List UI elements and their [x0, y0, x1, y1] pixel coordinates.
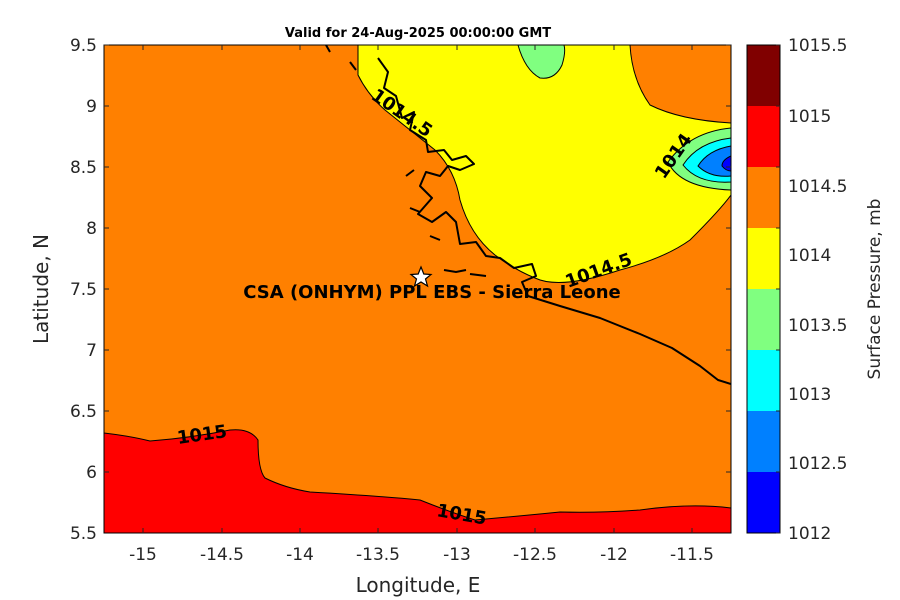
- y-tick-label: 5.5: [70, 524, 97, 544]
- pressure-field-yellow: [357, 45, 731, 283]
- colorbar-swatch: [747, 289, 780, 350]
- x-tick-label: -11.5: [670, 545, 714, 565]
- pressure-field-lightblue-east: [697, 145, 731, 177]
- map-plot-area: 1014.5 1014 1014.5 1015 1015 CSA (ONHYM)…: [104, 45, 731, 533]
- pressure-field-green-top: [517, 45, 566, 79]
- colorbar-title: Surface Pressure, mb: [865, 199, 885, 380]
- site-label: CSA (ONHYM) PPL EBS - Sierra Leone: [243, 282, 620, 303]
- x-axis: [142, 45, 693, 533]
- y-axis-title: Latitude, N: [29, 234, 53, 344]
- colorbar-swatch: [747, 350, 780, 411]
- colorbar-tick-label: 1014.5: [788, 177, 847, 197]
- colorbar-swatch: [747, 472, 780, 533]
- y-tick-label: 7.5: [70, 280, 97, 300]
- pressure-field-red: [104, 429, 731, 533]
- y-tick-labels: 9.5 9 8.5 8 7.5 7 6.5 6 5.5: [70, 36, 97, 544]
- coastline-islands: [405, 169, 487, 277]
- x-tick-label: -14.5: [200, 545, 244, 565]
- colorbar-swatch: [747, 167, 780, 228]
- x-tick-label: -15: [129, 545, 157, 565]
- colorbar-swatch: [747, 106, 780, 167]
- y-tick-label: 9.5: [70, 36, 97, 56]
- colorbar-swatch: [747, 228, 780, 289]
- x-tick-label: -14: [286, 545, 314, 565]
- coastline-northwest: [325, 45, 357, 71]
- colorbar-tick-label: 1013: [788, 385, 831, 405]
- colorbar-tick-label: 1012: [788, 524, 831, 544]
- star-icon: [409, 265, 433, 288]
- colorbar-tick-label: 1015.5: [788, 36, 847, 56]
- y-tick-label: 6: [86, 463, 97, 483]
- colorbar-tick-label: 1013.5: [788, 316, 847, 336]
- x-tick-labels: -15 -14.5 -14 -13.5 -13 -12.5 -12 -11.5: [129, 545, 714, 565]
- y-tick-label: 6.5: [70, 402, 97, 422]
- y-tick-label: 9: [86, 97, 97, 117]
- x-tick-label: -13: [443, 545, 471, 565]
- y-axis: [104, 44, 731, 473]
- y-tick-label: 7: [86, 341, 97, 361]
- x-tick-label: -12.5: [513, 545, 557, 565]
- colorbar: 1015.5 1015 1014.5 1014 1013.5 1013 1012…: [746, 36, 885, 544]
- colorbar-swatch: [747, 45, 780, 106]
- y-tick-label: 8: [86, 219, 97, 239]
- x-axis-title: Longitude, E: [356, 573, 481, 597]
- colorbar-tick-label: 1014: [788, 246, 831, 266]
- plot-title: Valid for 24-Aug-2025 00:00:00 GMT: [285, 26, 551, 41]
- x-tick-label: -12: [600, 545, 628, 565]
- coastline: [377, 57, 731, 385]
- x-tick-label: -13.5: [356, 545, 400, 565]
- colorbar-tick-label: 1012.5: [788, 454, 847, 474]
- colorbar-swatch: [747, 411, 780, 472]
- y-tick-label: 8.5: [70, 158, 97, 178]
- colorbar-tick-label: 1015: [788, 107, 831, 127]
